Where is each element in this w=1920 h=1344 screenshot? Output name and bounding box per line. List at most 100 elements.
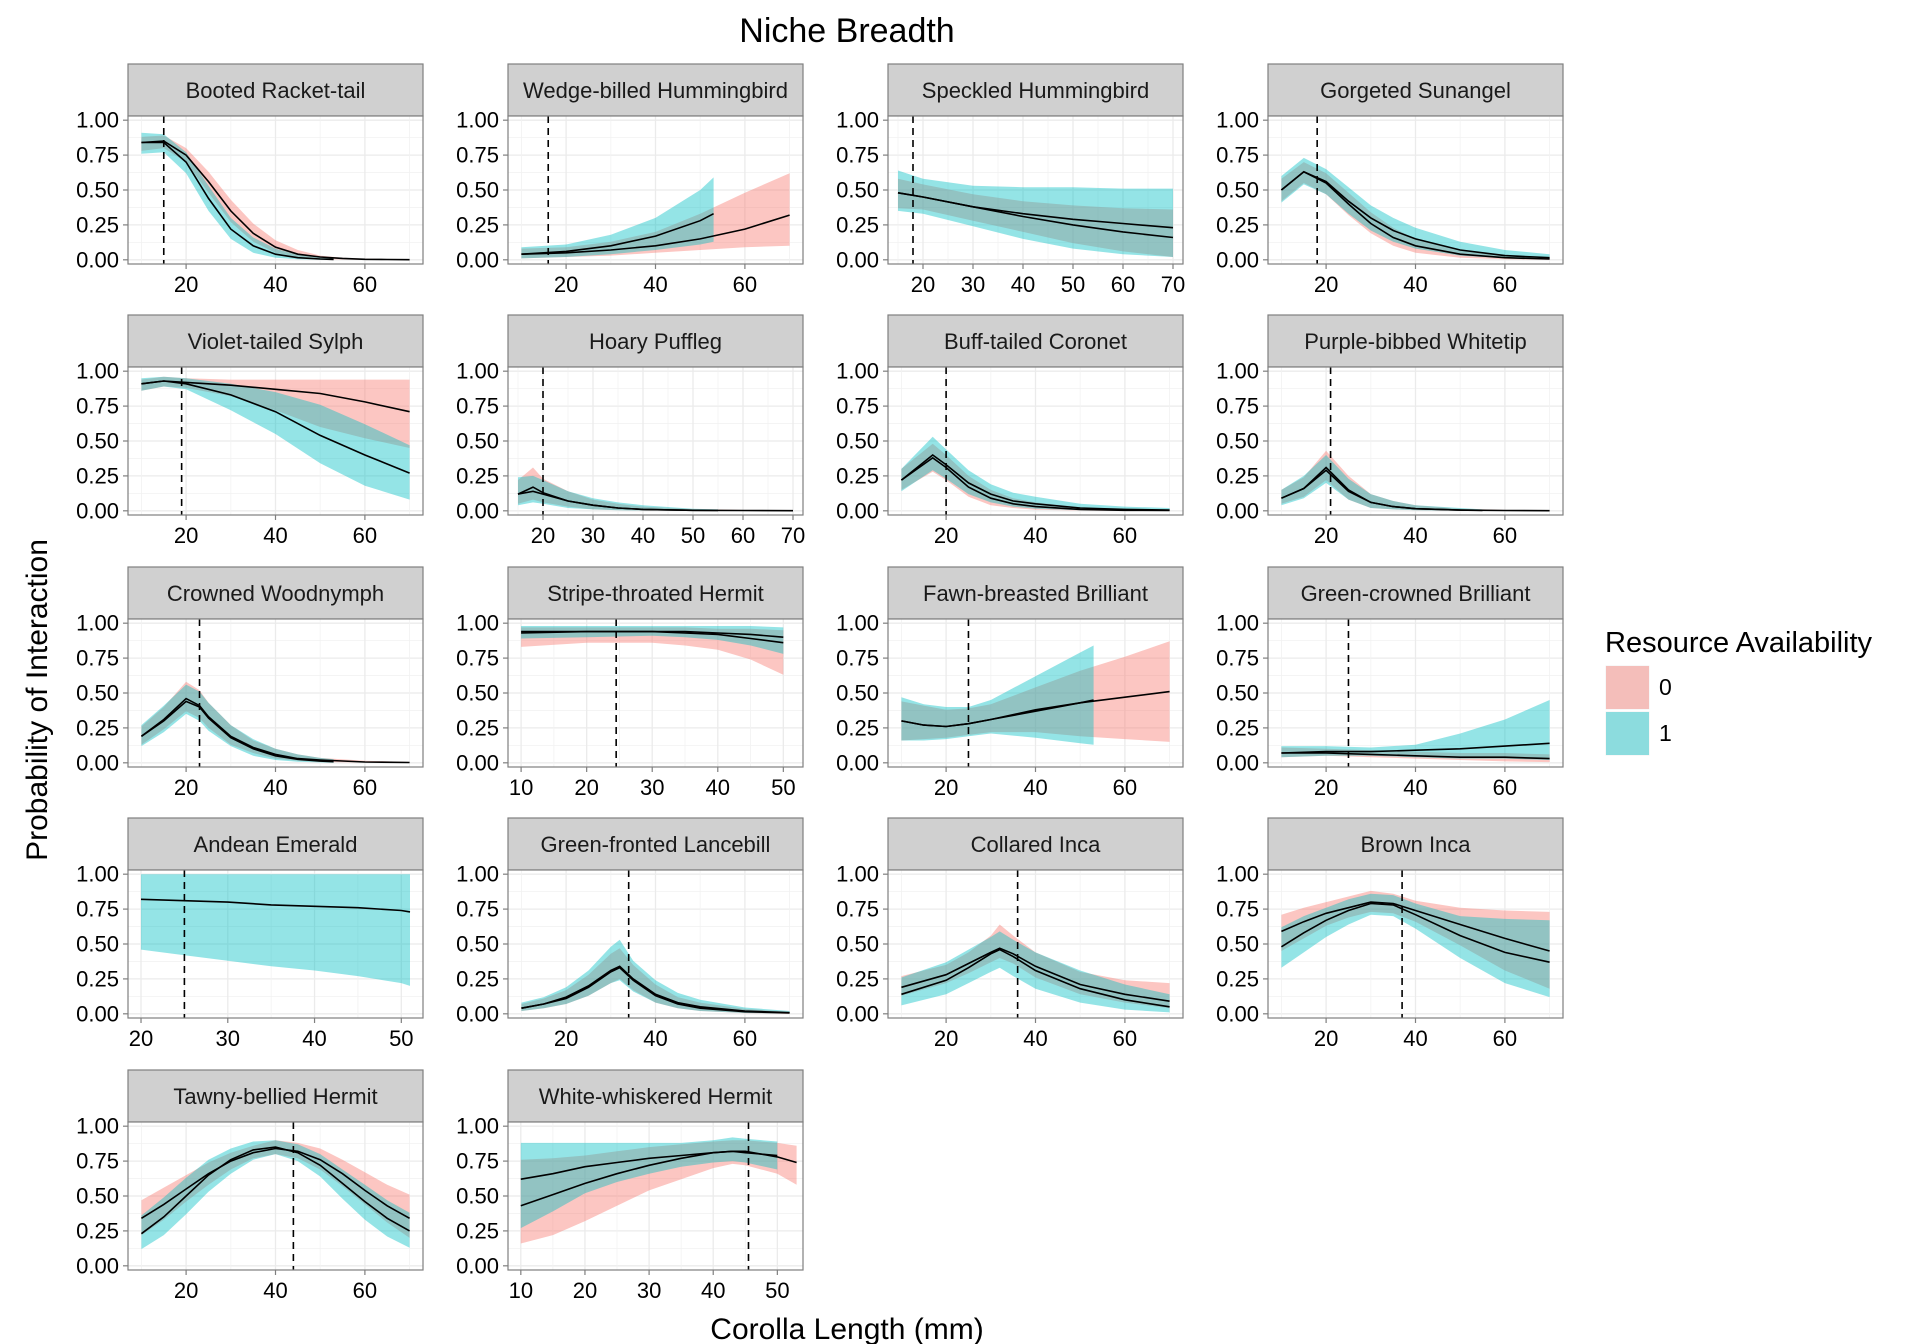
y-tick-label: 0.25: [76, 715, 119, 740]
y-tick-label: 1.00: [76, 862, 119, 887]
y-tick-label: 0.25: [836, 463, 879, 488]
line-series-0: [1281, 752, 1550, 760]
x-tick-label: 60: [353, 272, 377, 297]
line-series-1: [901, 699, 1094, 728]
marks-booted-racket-tail: [141, 116, 410, 264]
line-series-0: [901, 947, 1170, 1002]
grid-stripe-throated-hermit: [508, 619, 803, 767]
x-tick-label: 40: [263, 272, 287, 297]
x-tick-label: 50: [681, 523, 705, 548]
ribbon-series-0: [1281, 162, 1550, 260]
x-tick-label: 50: [765, 1278, 789, 1303]
y-tick-label: 0.50: [1216, 681, 1259, 706]
y-tick-label: 1.00: [76, 611, 119, 636]
x-tick-label: 20: [174, 1278, 198, 1303]
x-tick-label: 40: [263, 775, 287, 800]
strip-label-white-whiskered-hermit: White-whiskered Hermit: [539, 1084, 773, 1109]
marks-purple-bibbed-whitetip: [1281, 367, 1550, 515]
y-tick-label: 0.75: [1216, 143, 1259, 168]
panel-crowned-woodnymph: Crowned Woodnymph 0.00 0.25 0.50 0.75 1.00 20 4…: [76, 566, 424, 800]
panel-andean-emerald: Andean Emerald 0.00 0.25 0.50 0.75 1.00 20 30 40…: [76, 817, 424, 1051]
x-tick-label: 40: [1403, 272, 1427, 297]
strip-purple-bibbed-whitetip: [1267, 314, 1564, 368]
y-tick-label: 0.50: [76, 681, 119, 706]
ribbon-series-0: [141, 1140, 410, 1238]
ribbon-series-0: [521, 627, 784, 675]
y-tick-label: 0.50: [76, 932, 119, 957]
grid-brown-inca: [1268, 870, 1563, 1018]
y-tick-label: 1.00: [456, 1114, 499, 1139]
panel-violet-tailed-sylph: Violet-tailed Sylph 0.00 0.25 0.50 0.75 1.00 2…: [76, 314, 424, 548]
legend-item-1: 1: [1604, 710, 1672, 757]
y-tick-label: 1.00: [1216, 359, 1259, 384]
x-tick-label: 40: [263, 1278, 287, 1303]
y-tick-label: 0.75: [836, 143, 879, 168]
line-series-1: [1280, 902, 1550, 963]
y-tick-label: 0.50: [1216, 932, 1259, 957]
y-tick-label: 0.75: [76, 897, 119, 922]
strip-buff-tailed-coronet: [887, 314, 1184, 368]
y-tick-label: 1.00: [456, 359, 499, 384]
legend-swatch: [1606, 666, 1649, 709]
panel-hoary-puffleg: Hoary Puffleg 0.00 0.25 0.50 0.75 1.00 20 30 40 5…: [456, 314, 805, 548]
strip-booted-racket-tail: [127, 63, 424, 117]
grid-green-crowned-brilliant: [1268, 619, 1563, 767]
panel-tawny-bellied-hermit: Tawny-bellied Hermit 0.00 0.25 0.50 0.75 1.00…: [76, 1069, 424, 1303]
line-series-1: [901, 948, 1170, 1008]
y-tick-label: 0.50: [836, 681, 879, 706]
line-series-0: [1281, 901, 1550, 952]
x-tick-label: 20: [174, 523, 198, 548]
line-series-1: [141, 380, 410, 474]
grid-green-fronted-lancebill: [508, 870, 803, 1018]
x-tick-label: 20: [129, 1026, 153, 1051]
y-tick-label: 0.25: [76, 966, 119, 991]
grid-fawn-breasted-brilliant: [888, 619, 1183, 767]
line-series-0: [521, 214, 790, 255]
marks-brown-inca: [1280, 870, 1550, 1018]
strip-hoary-puffleg: [507, 314, 804, 368]
strip-stripe-throated-hermit: [507, 566, 804, 620]
line-series-1: [897, 192, 1174, 229]
ribbon-series-0: [901, 443, 1170, 511]
strip-fawn-breasted-brilliant: [887, 566, 1184, 620]
y-tick-label: 0.25: [836, 715, 879, 740]
marks-buff-tailed-coronet: [900, 367, 1170, 515]
y-tick-label: 0.25: [456, 1218, 499, 1243]
x-tick-label: 20: [1314, 272, 1338, 297]
x-tick-label: 10: [509, 1278, 533, 1303]
y-tick-label: 0.75: [456, 897, 499, 922]
strip-label-stripe-throated-hermit: Stripe-throated Hermit: [547, 581, 763, 606]
line-series-1: [517, 490, 719, 512]
ribbon-series-1: [521, 177, 714, 259]
y-tick-label: 0.25: [456, 212, 499, 237]
y-tick-label: 0.75: [456, 1149, 499, 1174]
y-tick-label: 0.50: [836, 932, 879, 957]
strip-label-green-fronted-lancebill: Green-fronted Lancebill: [541, 832, 771, 857]
x-tick-label: 30: [637, 1278, 661, 1303]
x-tick-label: 20: [934, 523, 958, 548]
y-tick-label: 0.00: [836, 247, 879, 272]
strip-collared-inca: [887, 817, 1184, 871]
y-tick-label: 1.00: [1216, 108, 1259, 133]
y-tick-label: 0.75: [836, 897, 879, 922]
x-tick-label: 20: [573, 1278, 597, 1303]
y-tick-label: 1.00: [836, 862, 879, 887]
grid-hoary-puffleg: [508, 367, 803, 515]
y-tick-label: 0.50: [456, 1184, 499, 1209]
line-series-1: [521, 630, 784, 638]
y-tick-label: 1.00: [1216, 862, 1259, 887]
panel-green-fronted-lancebill: Green-fronted Lancebill 0.00 0.25 0.50 0.75 1…: [456, 817, 804, 1051]
x-tick-label: 30: [581, 523, 605, 548]
strip-label-hoary-puffleg: Hoary Puffleg: [589, 329, 722, 354]
strip-crowned-woodnymph: [127, 566, 424, 620]
y-tick-label: 0.00: [1216, 498, 1259, 523]
x-tick-label: 20: [1314, 775, 1338, 800]
legend-key-bg: [1604, 664, 1651, 711]
marks-hoary-puffleg: [517, 367, 794, 515]
line-series-0: [140, 697, 410, 764]
panel-white-whiskered-hermit: White-whiskered Hermit 0.00 0.25 0.50 0.75 1.…: [456, 1069, 804, 1303]
y-tick-label: 0.50: [456, 429, 499, 454]
grid-buff-tailed-coronet: [888, 367, 1183, 515]
legend-items: 01: [1604, 664, 1672, 757]
x-tick-label: 50: [389, 1026, 413, 1051]
